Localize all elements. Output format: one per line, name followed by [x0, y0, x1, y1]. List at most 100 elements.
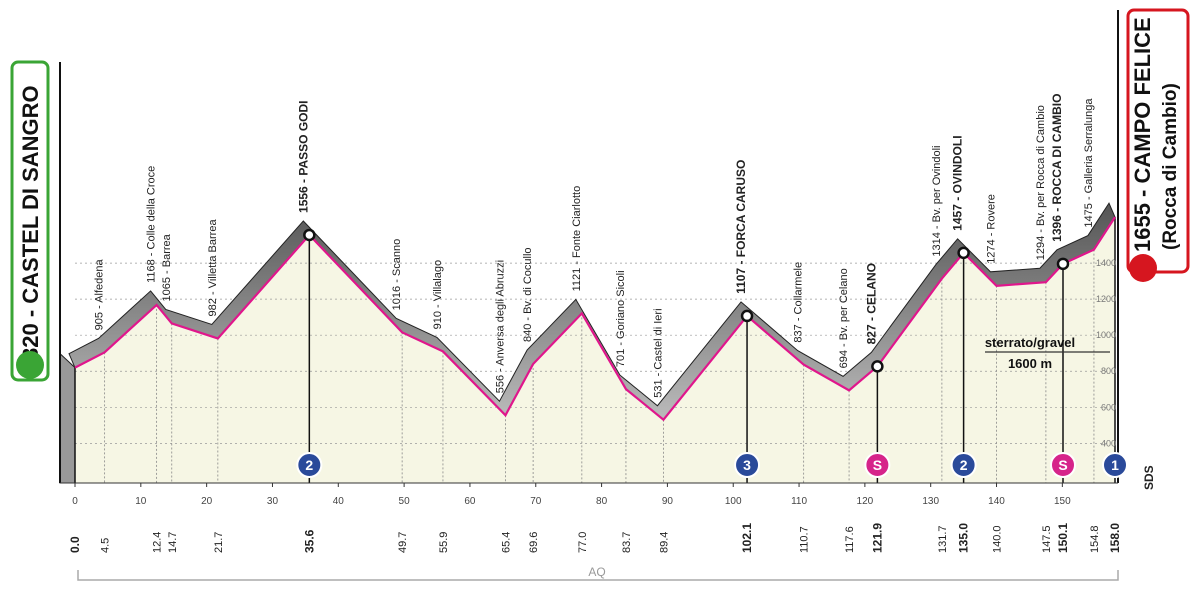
finish-label: 1655 - CAMPO FELICE	[1130, 17, 1155, 252]
waypoint-dot	[303, 228, 316, 242]
waypoint-label: 837 - Collarmele	[793, 262, 805, 343]
logo: SDS	[1142, 465, 1156, 490]
waypoint-label: 1016 - Scanno	[391, 239, 403, 311]
waypoint-label: 1294 - Bv. per Rocca di Cambio	[1035, 105, 1047, 260]
km-label: 89.4	[658, 532, 670, 553]
waypoint-label: 1457 - OVINDOLI	[951, 135, 965, 230]
gravel-label: sterrato/gravel	[985, 335, 1075, 350]
km-label: 69.6	[528, 532, 540, 553]
km-label: 65.4	[500, 532, 512, 553]
gravel-length: 1600 m	[1008, 356, 1052, 371]
y-tick-label: 400	[1101, 438, 1116, 448]
waypoint-label: 840 - Bv. di Cocullo	[522, 247, 534, 342]
km-label: 4.5	[100, 538, 112, 553]
waypoint-label: 1314 - Bv. per Ovindoli	[931, 146, 943, 257]
marker	[950, 452, 977, 478]
x-tick-label: 20	[201, 496, 213, 507]
start-label: 820 - CASTEL DI SANGRO	[18, 85, 43, 360]
km-label: 35.6	[302, 529, 316, 553]
marker	[864, 452, 891, 478]
km-label: 117.6	[844, 526, 856, 553]
waypoint-label: 1396 - ROCCA DI CAMBIO	[1050, 94, 1064, 242]
waypoint-label: 1475 - Galleria Serralunga	[1083, 98, 1095, 228]
km-label: 121.9	[870, 523, 884, 553]
region-bracket	[77, 570, 1119, 581]
marker-label: 3	[743, 457, 751, 473]
x-tick-label: 150	[1054, 496, 1071, 507]
marker-label: 2	[960, 457, 968, 473]
y-tick-label: 1000	[1096, 330, 1116, 340]
marker	[1102, 452, 1128, 478]
profile-fill	[75, 217, 1115, 483]
start-wall	[59, 352, 76, 484]
x-tick-label: 50	[399, 496, 411, 507]
waypoint-label: 701 - Goriano Sicoli	[615, 270, 627, 367]
x-tick-label: 130	[922, 496, 939, 507]
x-tick-label: 0	[72, 496, 78, 507]
finish-icon	[1129, 254, 1157, 282]
km-label: 0.0	[68, 536, 82, 553]
km-label: 154.8	[1089, 525, 1101, 553]
x-tick-label: 110	[791, 496, 807, 507]
waypoint-label: 694 - Bv. per Celano	[838, 268, 850, 368]
profile-line	[74, 216, 1116, 422]
km-label: 102.1	[740, 523, 754, 553]
y-tick-label: 800	[1101, 366, 1116, 376]
km-label: 83.7	[621, 532, 633, 553]
region-label: AQ	[588, 565, 605, 579]
waypoint-label: 531 - Castel di Ieri	[652, 308, 664, 397]
y-tick-label: 600	[1101, 402, 1116, 412]
y-tick-label: 1200	[1096, 294, 1116, 304]
x-tick-label: 90	[662, 496, 674, 507]
waypoint-label: 1107 - FORCA CARUSO	[734, 160, 748, 294]
waypoint-label: 1556 - PASSO GODI	[296, 100, 310, 212]
km-label: 140.0	[992, 525, 1004, 553]
marker	[296, 452, 323, 478]
waypoint-label: 910 - Villalago	[432, 260, 444, 330]
y-tick-label: 1400	[1096, 258, 1116, 268]
x-tick-label: 140	[988, 496, 1005, 507]
km-label: 55.9	[438, 532, 450, 553]
x-tick-label: 70	[530, 496, 542, 507]
km-label: 110.7	[799, 526, 811, 553]
waypoint-label: 556 - Anversa degli Abruzzi	[494, 260, 506, 393]
waypoint-dot	[957, 246, 970, 260]
finish-sublabel: (Rocca di Cambio)	[1160, 83, 1181, 250]
km-label: 150.1	[1056, 523, 1070, 553]
waypoint-label: 1274 - Rovere	[986, 194, 998, 264]
waypoint-dot	[1056, 257, 1070, 271]
km-label: 158.0	[1108, 523, 1122, 553]
x-tick-label: 120	[857, 496, 874, 507]
km-label: 147.5	[1041, 525, 1053, 553]
x-tick-label: 30	[267, 496, 279, 507]
km-label: 49.7	[397, 532, 409, 553]
km-label: 77.0	[577, 532, 589, 553]
km-label: 21.7	[213, 532, 225, 553]
finish-box	[1126, 8, 1190, 274]
marker-label: 1	[1111, 457, 1119, 473]
marker	[1050, 452, 1076, 478]
x-tick-label: 10	[135, 496, 147, 507]
plot	[59, 202, 1116, 484]
km-label: 131.7	[937, 525, 949, 553]
waypoint-label: 982 - Villetta Barrea	[207, 219, 219, 317]
marker	[734, 452, 761, 478]
x-tick-label: 60	[464, 496, 476, 507]
waypoint-dot	[871, 360, 884, 373]
km-label: 12.4	[152, 532, 164, 553]
marker-label: S	[873, 457, 882, 473]
marker-label: S	[1058, 457, 1067, 473]
start-icon	[16, 351, 44, 379]
waypoint-dot	[740, 309, 754, 323]
start-box	[10, 60, 50, 382]
waypoint-label: 1121 - Fonte Ciarlotto	[571, 186, 583, 292]
x-tick-label: 100	[725, 496, 742, 507]
x-tick-label: 80	[596, 496, 608, 507]
km-label: 14.7	[167, 532, 179, 553]
x-tick-label: 40	[333, 496, 345, 507]
km-label: 135.0	[957, 523, 971, 553]
waypoint-label: 1168 - Colle della Croce	[146, 166, 158, 283]
waypoint-label: 1065 - Barrea	[161, 233, 173, 301]
waypoint-label: 905 - Alfedena	[94, 258, 106, 330]
